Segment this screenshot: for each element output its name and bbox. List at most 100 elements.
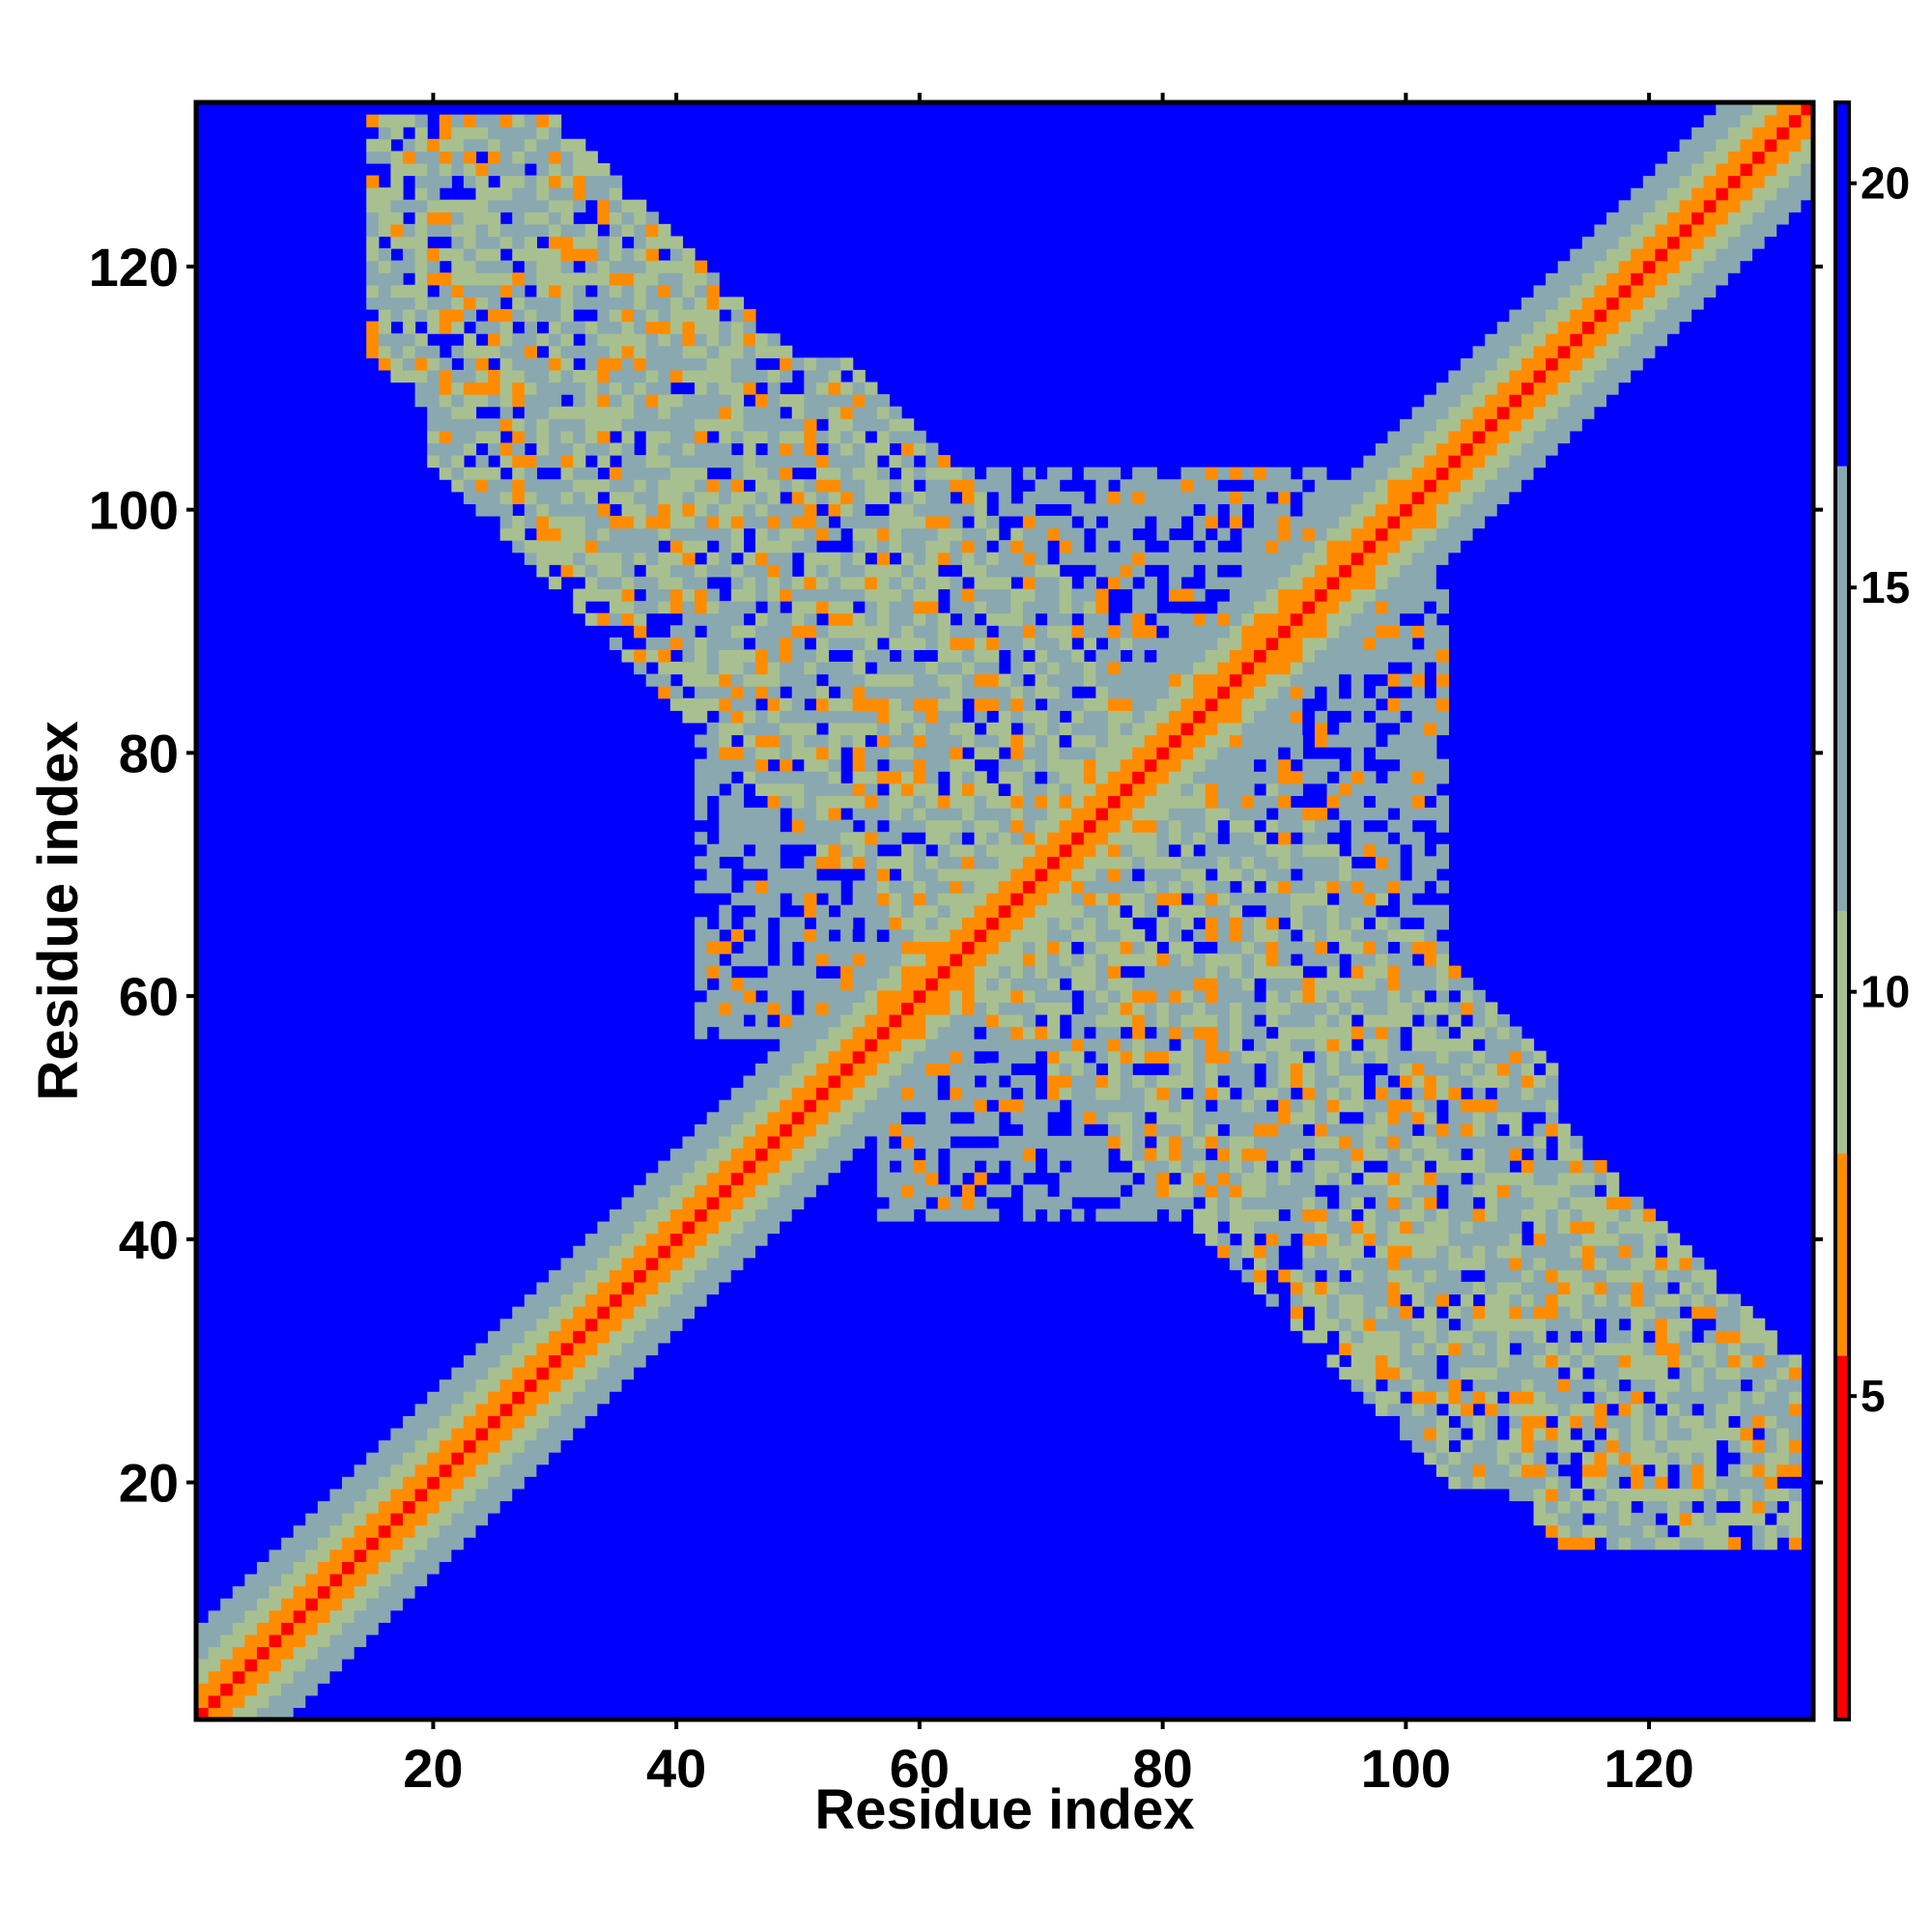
heatmap-cell: [1132, 722, 1146, 736]
heatmap-cell: [414, 175, 428, 188]
heatmap-cell: [560, 297, 574, 310]
heatmap-cell: [1326, 1087, 1340, 1100]
heatmap-cell: [1265, 965, 1279, 979]
heatmap-cell: [1047, 612, 1061, 626]
heatmap-cell: [1205, 491, 1218, 504]
heatmap-cell: [840, 978, 854, 991]
heatmap-cell: [767, 576, 781, 590]
heatmap-cell: [1350, 734, 1364, 748]
heatmap-cell: [609, 612, 623, 626]
heatmap-cell: [1217, 1172, 1231, 1185]
heatmap-cell: [658, 406, 671, 419]
heatmap-cell: [682, 1135, 696, 1150]
heatmap-cell: [1047, 1013, 1061, 1028]
heatmap-cell: [840, 782, 854, 797]
heatmap-cell: [451, 1500, 465, 1514]
heatmap-cell: [876, 941, 891, 954]
heatmap-cell: [1339, 941, 1352, 954]
heatmap-cell: [889, 455, 902, 469]
heatmap-cell: [876, 406, 891, 419]
heatmap-cell: [815, 928, 830, 943]
heatmap-cell: [901, 782, 915, 797]
heatmap-cell: [597, 308, 611, 323]
heatmap-cell: [645, 1330, 659, 1344]
heatmap-cell: [706, 1160, 720, 1174]
heatmap-cell: [524, 199, 538, 213]
heatmap-cell: [1339, 552, 1352, 565]
heatmap-cell: [1180, 917, 1194, 930]
heatmap-cell: [950, 1099, 963, 1113]
heatmap-cell: [754, 369, 769, 384]
heatmap-cell: [378, 1609, 391, 1623]
heatmap-cell: [804, 503, 817, 517]
heatmap-cell: [767, 1063, 781, 1076]
heatmap-cell: [1059, 1184, 1072, 1198]
heatmap-cell: [1265, 527, 1279, 541]
heatmap-cell: [719, 1172, 732, 1185]
heatmap-cell: [463, 1452, 477, 1465]
heatmap-cell: [780, 734, 793, 748]
heatmap-cell: [634, 223, 647, 238]
heatmap-cell: [524, 394, 538, 408]
heatmap-cell: [244, 1598, 258, 1611]
heatmap-cell: [658, 1123, 671, 1137]
heatmap-cell: [402, 1488, 416, 1502]
heatmap-cell: [743, 758, 756, 772]
heatmap-cell: [1350, 697, 1364, 711]
heatmap-cell: [1205, 710, 1218, 724]
heatmap-cell: [512, 442, 526, 456]
heatmap-cell: [889, 515, 902, 529]
heatmap-cell: [1290, 808, 1303, 821]
heatmap-cell: [584, 418, 598, 432]
heatmap-cell: [560, 406, 574, 419]
heatmap-cell: [1205, 576, 1218, 590]
heatmap-cell: [244, 1548, 258, 1562]
heatmap-cell: [1314, 1087, 1328, 1100]
heatmap-cell: [815, 843, 830, 857]
heatmap-cell: [366, 199, 380, 213]
heatmap-cell: [767, 552, 781, 565]
heatmap-cell: [609, 1196, 623, 1209]
heatmap-cell: [1254, 928, 1267, 943]
heatmap-cell: [1278, 808, 1292, 821]
heatmap-cell: [645, 418, 659, 432]
heatmap-cell: [767, 491, 781, 504]
heatmap-cell: [645, 345, 659, 358]
heatmap-cell: [1229, 649, 1243, 663]
heatmap-cell: [1132, 953, 1146, 967]
heatmap-cell: [658, 601, 671, 614]
heatmap-cell: [549, 1330, 562, 1344]
heatmap-cell: [1363, 1184, 1377, 1198]
heatmap-cell: [1010, 1074, 1024, 1089]
heatmap-cell: [1350, 1123, 1364, 1137]
heatmap-cell: [1302, 1099, 1316, 1113]
heatmap-cell: [1010, 843, 1024, 857]
heatmap-cell: [1168, 747, 1182, 760]
heatmap-cell: [354, 1537, 367, 1550]
heatmap-cell: [427, 175, 440, 188]
heatmap-cell: [220, 1609, 234, 1623]
heatmap-cell: [609, 236, 623, 249]
heatmap-cell: [1314, 491, 1328, 504]
heatmap-cell: [901, 661, 915, 675]
heatmap-cell: [1314, 1220, 1328, 1235]
heatmap-cell: [645, 1306, 659, 1320]
heatmap-cell: [730, 1208, 744, 1222]
heatmap-cell: [828, 953, 841, 967]
heatmap-cell: [1095, 953, 1109, 967]
heatmap-cell: [317, 1476, 331, 1490]
heatmap-cell: [1278, 989, 1292, 1003]
heatmap-cell: [791, 515, 805, 529]
heatmap-cell: [913, 953, 926, 967]
heatmap-cell: [998, 588, 1011, 602]
heatmap-cell: [329, 1659, 343, 1672]
heatmap-cell: [986, 588, 1000, 602]
heatmap-cell: [451, 272, 465, 286]
heatmap-cell: [828, 637, 841, 650]
heatmap-cell: [1168, 710, 1182, 724]
heatmap-cell: [998, 491, 1011, 504]
heatmap-cell: [1120, 1148, 1133, 1161]
heatmap-cell: [730, 1135, 744, 1150]
heatmap-cell: [840, 418, 854, 432]
heatmap-cell: [573, 199, 586, 213]
